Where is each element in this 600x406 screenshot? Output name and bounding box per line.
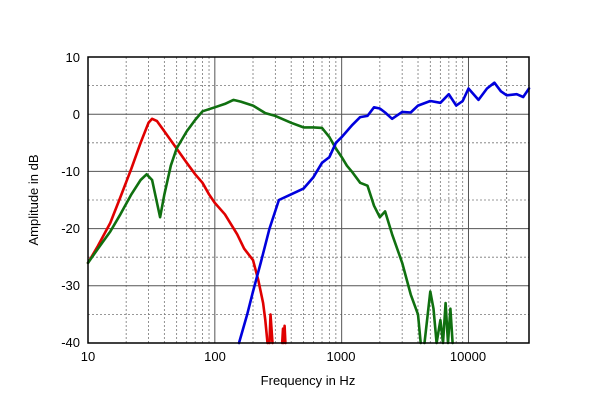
- plot-frame: [87, 56, 530, 344]
- y-tick-label: -10: [61, 164, 80, 179]
- minor-grid: [88, 57, 530, 343]
- y-tick-label: -40: [61, 335, 80, 350]
- series-line-4: [423, 290, 454, 345]
- x-tick-labels: 10 100 1000 10000: [81, 349, 486, 364]
- series-line-1: [268, 313, 274, 345]
- y-tick-label: 0: [73, 107, 80, 122]
- series-line-0: [86, 117, 269, 345]
- x-tick-label: 10000: [450, 349, 486, 364]
- x-axis-label: Frequency in Hz: [261, 373, 356, 388]
- series-line-2: [280, 324, 287, 345]
- y-tick-label: -20: [61, 221, 80, 236]
- y-tick-labels: 10 0 -10 -20 -30 -40: [61, 50, 80, 350]
- series-line-3: [86, 98, 422, 345]
- series-layer: [86, 81, 531, 345]
- series-line-5: [237, 81, 531, 345]
- y-axis-label: Amplitude in dB: [26, 154, 41, 245]
- x-tick-label: 100: [204, 349, 226, 364]
- x-tick-label: 1000: [327, 349, 356, 364]
- y-tick-label: -30: [61, 278, 80, 293]
- x-tick-label: 10: [81, 349, 95, 364]
- y-tick-label: 10: [66, 50, 80, 65]
